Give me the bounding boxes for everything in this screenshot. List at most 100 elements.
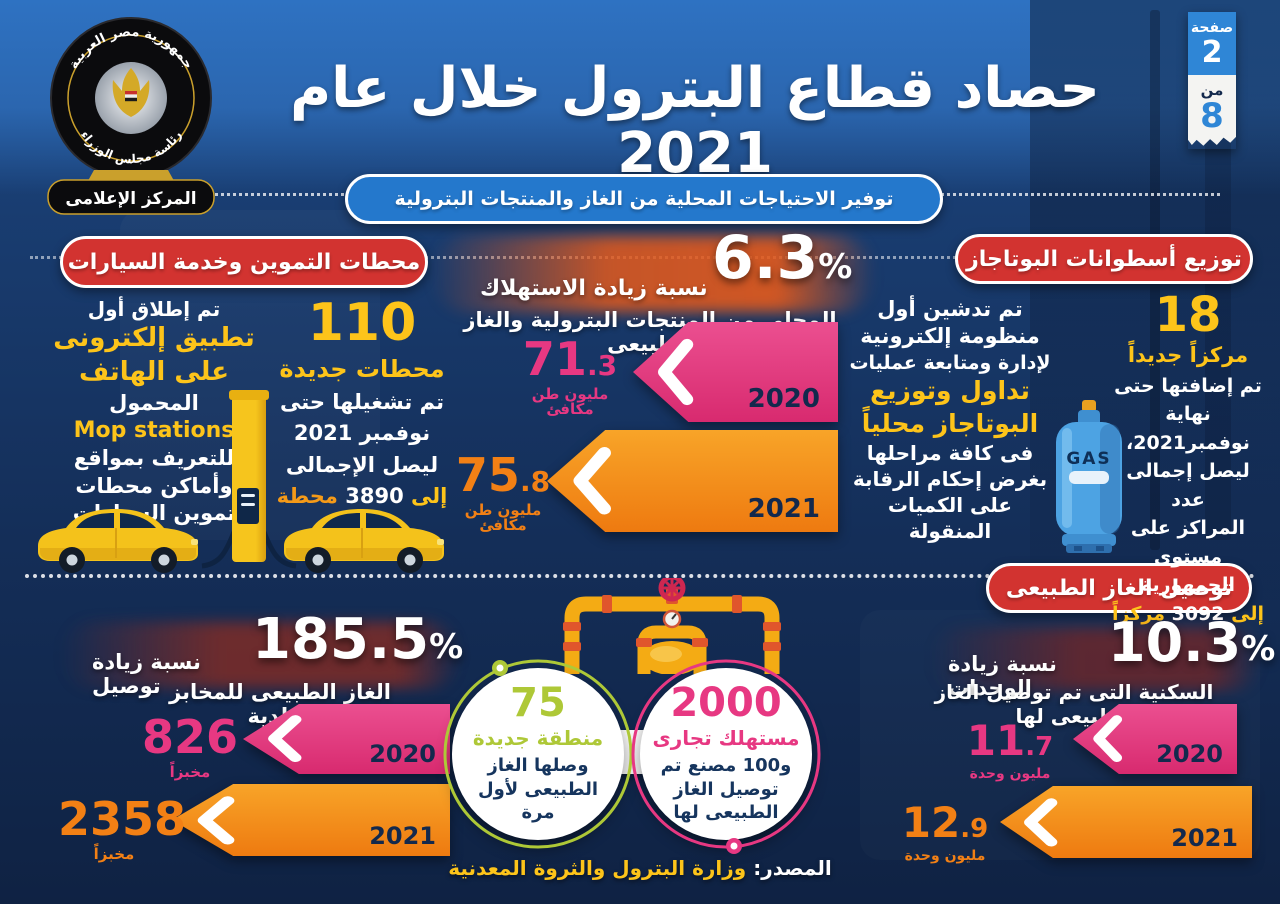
cabinet-media-center-logo: جمهورية مصر العربية رئاسة مجلس الوزراء ا…: [47, 17, 215, 215]
car-left: [37, 508, 199, 574]
stat-line: مركزاً جديداً: [1127, 343, 1249, 368]
header-band: [0, 0, 1280, 195]
stat-line: تم تدشين أول: [877, 297, 1023, 321]
value-2020-units: 11.7 مليون وحدة: [966, 716, 1054, 782]
stat-line: للتعريف بمواقع: [73, 446, 235, 471]
of-word: من: [1200, 81, 1224, 99]
stat-line: مستوى الجمهورية: [1140, 545, 1236, 597]
value-2021-bakeries: 2358 مخبزاً: [58, 792, 187, 863]
stat-line: فى كافة مراحلها: [866, 441, 1034, 466]
car-right: [283, 508, 445, 574]
bar-2020-units: 2020: [1073, 704, 1237, 774]
stat-line: الطبيعى لأول: [478, 778, 599, 800]
butane-count-text: 18 مركزاً جديداً تم إضافتها حتى نهاية نو…: [1112, 290, 1264, 628]
bakeries-desc1: نسبة زيادة توصيل: [92, 650, 201, 698]
bar-2021-units: 2021: [1000, 786, 1252, 858]
arrow-chevron-icon: [198, 795, 235, 845]
stations-count-text: 110 محطات جديدة تم تشغيلها حتى نوفمبر 20…: [272, 296, 452, 513]
stat-line: وصلها الغاز: [487, 755, 589, 777]
year-label: 2020: [369, 740, 436, 768]
app-name-latin: Mop stations: [73, 417, 235, 443]
section-header-butane: توزيع أسطوانات البوتاجاز: [955, 234, 1253, 284]
year-label: 2021: [1171, 824, 1238, 852]
areas-count: 75: [510, 680, 566, 727]
source-line: المصدر: وزارة البترول والثروة المعدنية: [420, 856, 860, 880]
gas-cylinder-illustration: GAS: [1056, 400, 1122, 553]
value-2021-units: 12.9 مليون وحدة: [901, 798, 989, 864]
stat-line: الطبيعى لها: [673, 802, 779, 824]
fuel-pump-illustration: [229, 390, 269, 562]
stat-line: نهاية نوفمبر2021،: [1126, 403, 1250, 454]
consumers-title: مستهلك تجارى: [652, 726, 800, 751]
arrow-chevron-icon: [267, 715, 302, 763]
gas-delivery-percent: 10.3%: [1108, 611, 1276, 674]
logo-ribbon-text: المركز الإعلامى: [65, 189, 196, 209]
bakeries-desc2: الغاز الطبيعى للمخابز البلدية: [169, 680, 391, 728]
stat-line: نوفمبر 2021: [293, 421, 431, 446]
value-2020-bakeries: 826 مخبزاً: [141, 710, 239, 781]
page-word: صفحة: [1190, 20, 1234, 36]
source-label: المصدر:: [753, 856, 832, 880]
year-label: 2020: [1156, 740, 1223, 768]
page-number: 2: [1201, 35, 1223, 70]
stat-line: منظومة إلكترونية: [860, 324, 1040, 349]
consumption-desc1: نسبة زيادة الاستهلاك: [480, 276, 708, 301]
areas-title: منطقة جديدة: [472, 726, 604, 751]
stat-line: على الهاتف: [78, 356, 230, 387]
total-pages: 8: [1200, 96, 1224, 136]
main-banner: توفير الاحتياجات المحلية من الغاز والمنت…: [345, 174, 943, 224]
stat-line: تم إطلاق أول: [87, 297, 221, 321]
stat-line: لإدارة ومتابعة عمليات: [849, 351, 1051, 374]
areas-circle-ring: [443, 659, 633, 849]
bar-2020-bakeries: 2020: [243, 704, 450, 774]
source-value: وزارة البترول والثروة المعدنية: [448, 856, 747, 880]
pump-hose: [201, 531, 237, 569]
stat-line: محطات جديدة: [279, 354, 445, 383]
arrow-chevron-icon: [573, 447, 611, 515]
arrow-chevron-icon: [658, 338, 694, 406]
stat-line: وأماكن محطات: [75, 473, 233, 498]
consumers-circle-ring: [631, 659, 821, 854]
stations-app-text: تم إطلاق أول تطبيق إلكترونى على الهاتف ا…: [34, 296, 274, 527]
stat-line: المحمول: [109, 390, 199, 415]
stat-line: البوتاجاز محلياً: [861, 408, 1039, 438]
stat-line: على الكميات المنقولة: [887, 493, 1013, 544]
stat-line: توصيل الغاز: [673, 778, 779, 800]
bar-2021-consumption: 2021: [547, 430, 838, 532]
value-2020-consumption: 71.3 مليون طن مكافئ: [522, 332, 618, 418]
page-title: حصاد قطاع البترول خلال عام 2021: [290, 56, 1100, 186]
consumption-percent: 6.3%: [712, 223, 853, 293]
stat-line: المراكز على: [1130, 517, 1246, 540]
stat-line: مرة: [521, 802, 555, 824]
value-2021-consumption: 75.8 مليون طن مكافئ: [455, 448, 551, 534]
orange-glow: [430, 236, 875, 312]
gas-cylinder-label: GAS: [1066, 449, 1111, 469]
gas-delivery-desc1: نسبة زيادة الوحدات: [948, 652, 1057, 700]
stations-new-count: 110: [307, 293, 417, 353]
bar-2020-consumption: 2020: [633, 322, 838, 422]
butane-new-centers: 18: [1154, 287, 1222, 343]
butane-system-text: تم تدشين أول منظومة إلكترونية لإدارة ومت…: [845, 296, 1055, 544]
stat-line: تطبيق إلكترونى: [53, 323, 255, 353]
stat-line: ليصل الإجمالى: [285, 452, 439, 477]
stat-line: ليصل إجمالى عدد: [1126, 460, 1250, 511]
pipeline-illustration: [563, 578, 781, 674]
red-glow: [60, 622, 460, 688]
butane-total-line: إلى 3092 مركزاً: [1112, 602, 1264, 625]
dotted-separator: [25, 574, 1255, 578]
arrow-chevron-icon: [1092, 715, 1122, 763]
stations-total-line: إلى 3890 محطة: [276, 484, 448, 509]
year-label: 2020: [747, 384, 820, 414]
stat-line: تم تشغيلها حتى: [280, 389, 444, 414]
new-areas-circle: 75 منطقة جديدة وصلها الغاز الطبيعى لأول …: [452, 668, 624, 840]
gas-delivery-desc2: السكنية التى تم توصيل الغاز الطبيعى لها: [934, 680, 1214, 728]
consumers-count: 2000: [670, 680, 782, 727]
stat-line: تداول وتوزيع: [870, 376, 1030, 406]
year-label: 2021: [747, 494, 820, 524]
page-indicator: صفحة 2 من 8: [1188, 12, 1236, 149]
red-glow: [930, 628, 1260, 690]
stat-line: و100 مصنع تم: [660, 755, 792, 777]
stat-line: بغرض إحكام الرقابة: [852, 467, 1048, 492]
section-header-gas-delivery: توصيل الغاز الطبيعى: [986, 563, 1252, 613]
year-label: 2021: [369, 822, 436, 850]
